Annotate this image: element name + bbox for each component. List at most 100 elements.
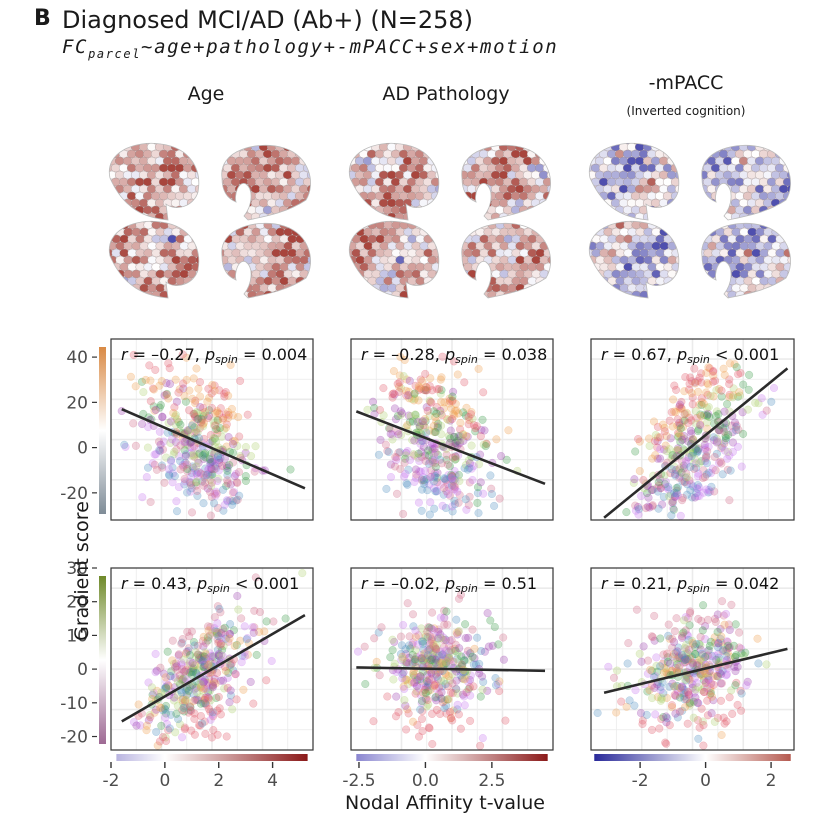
data-point: [213, 408, 222, 417]
data-point: [646, 665, 655, 674]
data-point: [193, 472, 202, 481]
data-point: [437, 659, 446, 668]
data-point: [199, 677, 209, 686]
data-point: [207, 653, 216, 662]
data-point: [176, 465, 185, 474]
data-point: [643, 502, 653, 511]
data-point: [703, 411, 712, 420]
data-point: [425, 510, 434, 519]
data-point: [751, 398, 760, 407]
data-point: [134, 700, 143, 709]
data-point: [199, 470, 208, 480]
data-point: [202, 659, 211, 668]
data-point: [477, 646, 486, 656]
data-point: [425, 396, 434, 405]
data-point: [212, 489, 221, 498]
data-point: [668, 497, 678, 506]
data-point: [405, 417, 415, 426]
data-point: [197, 414, 206, 423]
data-point: [416, 439, 425, 448]
data-point: [639, 476, 648, 485]
data-point: [444, 483, 453, 492]
data-point: [423, 683, 432, 692]
data-point: [216, 608, 225, 617]
data-point: [465, 464, 474, 473]
data-point: [233, 441, 242, 450]
data-point: [669, 504, 678, 513]
data-point: [201, 648, 210, 657]
data-point: [679, 461, 688, 470]
data-point: [223, 479, 232, 488]
data-point: [449, 477, 458, 486]
data-point: [212, 629, 221, 638]
data-point: [448, 396, 457, 405]
data-point: [405, 455, 415, 465]
data-point: [709, 672, 718, 681]
data-point: [452, 615, 461, 624]
data-point: [705, 690, 715, 699]
column-title-age: Age: [187, 83, 225, 105]
data-point: [429, 427, 438, 436]
data-point: [398, 670, 407, 679]
data-point: [720, 407, 729, 416]
data-point: [179, 703, 189, 712]
data-point: [661, 738, 670, 747]
data-point: [675, 693, 685, 702]
data-point: [178, 634, 187, 644]
data-point: [757, 394, 766, 403]
data-point: [182, 647, 191, 657]
data-point: [706, 637, 715, 646]
data-point: [414, 453, 423, 462]
data-point: [213, 669, 222, 678]
data-point: [178, 694, 187, 703]
data-point: [442, 455, 451, 464]
data-point: [216, 423, 225, 433]
data-point: [504, 426, 513, 435]
data-point: [460, 464, 469, 473]
data-point: [731, 667, 740, 676]
data-point: [649, 417, 659, 426]
data-point: [211, 491, 220, 500]
data-point: [156, 401, 165, 410]
data-point: [466, 671, 475, 680]
data-point: [417, 485, 427, 494]
data-point: [665, 721, 674, 730]
data-point: [201, 448, 210, 458]
data-point: [205, 406, 214, 415]
x-tick-label: -2.5: [342, 771, 375, 791]
data-point: [633, 502, 643, 511]
data-point: [187, 668, 196, 677]
data-point: [704, 646, 713, 655]
data-point: [695, 640, 704, 649]
data-point: [200, 478, 209, 487]
data-point: [445, 676, 455, 685]
data-point: [214, 455, 224, 464]
data-point: [697, 649, 706, 658]
data-point: [701, 457, 710, 466]
data-point: [424, 446, 433, 455]
data-point: [638, 716, 647, 725]
data-point: [488, 641, 497, 650]
data-point: [430, 504, 439, 513]
data-point: [707, 679, 716, 688]
data-point: [426, 443, 435, 452]
x-axis-label: Nodal Affinity t-value: [345, 792, 545, 814]
data-point: [198, 677, 207, 687]
data-point: [491, 681, 501, 690]
y-tick-label: 20: [66, 393, 88, 413]
data-point: [653, 433, 663, 442]
data-point: [451, 452, 460, 461]
data-point: [403, 447, 412, 456]
data-point: [165, 471, 174, 480]
data-point: [432, 696, 441, 705]
data-point: [204, 464, 213, 473]
data-point: [670, 627, 679, 636]
data-point: [189, 374, 198, 383]
data-point: [187, 627, 196, 636]
data-point: [375, 405, 385, 415]
data-point: [252, 650, 261, 659]
data-point: [233, 591, 242, 601]
data-point: [712, 438, 721, 447]
data-point: [221, 423, 230, 432]
data-point: [645, 686, 654, 695]
